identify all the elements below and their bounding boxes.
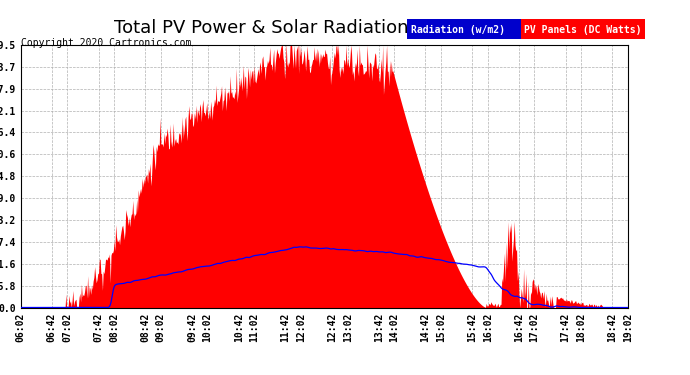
- Text: PV Panels (DC Watts): PV Panels (DC Watts): [524, 25, 642, 35]
- Text: Radiation (w/m2): Radiation (w/m2): [411, 25, 504, 35]
- Text: Copyright 2020 Cartronics.com: Copyright 2020 Cartronics.com: [21, 38, 191, 48]
- Text: Total PV Power & Solar Radiation Mon Apr 20 19:29: Total PV Power & Solar Radiation Mon Apr…: [115, 19, 575, 37]
